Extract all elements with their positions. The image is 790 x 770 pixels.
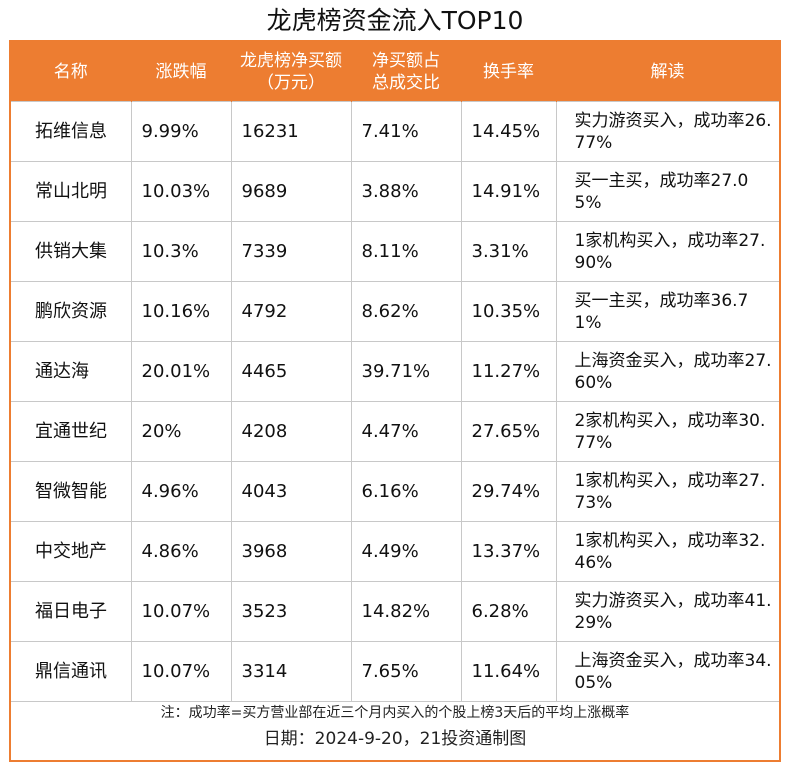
turnover-cell: 14.45% <box>460 101 557 162</box>
net-buy-pct-cell: 14.82% <box>350 581 462 642</box>
table-row: 中交地产 4.86% 3968 4.49% 13.37% 1家机构买入，成功率3… <box>11 521 779 582</box>
turnover-cell: 11.64% <box>460 641 557 702</box>
change-cell: 10.07% <box>130 581 232 642</box>
table-row: 拓维信息 9.99% 16231 7.41% 14.45% 实力游资买入，成功率… <box>11 101 779 162</box>
net-buy-cell: 9689 <box>230 161 352 222</box>
note-cell: 买一主买，成功率36.71% <box>555 281 779 342</box>
net-buy-cell: 4792 <box>230 281 352 342</box>
table-row: 智微智能 4.96% 4043 6.16% 29.74% 1家机构买入，成功率2… <box>11 461 779 522</box>
date-credit: 日期：2024-9-20，21投资通制图 <box>263 729 527 749</box>
header-note: 解读 <box>556 42 780 102</box>
stock-name: 鹏欣资源 <box>11 281 132 342</box>
turnover-cell: 10.35% <box>460 281 557 342</box>
change-cell: 4.86% <box>130 521 232 582</box>
table-row: 常山北明 10.03% 9689 3.88% 14.91% 买一主买，成功率27… <box>11 161 779 222</box>
stock-name: 拓维信息 <box>11 101 132 162</box>
stock-name: 智微智能 <box>11 461 132 522</box>
table-row: 通达海 20.01% 4465 39.71% 11.27% 上海资金买入，成功率… <box>11 341 779 402</box>
footer: 注：成功率=买方营业部在近三个月内买入的个股上榜3天后的平均上涨概率 日期：20… <box>11 704 779 750</box>
change-cell: 10.3% <box>130 221 232 282</box>
net-buy-cell: 4465 <box>230 341 352 402</box>
table-body: 拓维信息 9.99% 16231 7.41% 14.45% 实力游资买入，成功率… <box>11 101 779 702</box>
net-buy-pct-cell: 8.11% <box>350 221 462 282</box>
turnover-cell: 3.31% <box>460 221 557 282</box>
change-cell: 10.16% <box>130 281 232 342</box>
net-buy-cell: 4043 <box>230 461 352 522</box>
change-cell: 10.03% <box>130 161 232 222</box>
net-buy-pct-cell: 7.65% <box>350 641 462 702</box>
stock-name: 常山北明 <box>11 161 132 222</box>
turnover-cell: 6.28% <box>460 581 557 642</box>
header-net-buy-pct: 净买额占总成交比 <box>351 42 462 102</box>
change-cell: 20.01% <box>130 341 232 402</box>
net-buy-cell: 7339 <box>230 221 352 282</box>
net-buy-cell: 3523 <box>230 581 352 642</box>
header-turnover: 换手率 <box>461 42 557 102</box>
stock-name: 宜通世纪 <box>11 401 132 462</box>
stock-name: 鼎信通讯 <box>11 641 132 702</box>
note-cell: 1家机构买入，成功率32.46% <box>555 521 779 582</box>
header-change: 涨跌幅 <box>131 42 232 102</box>
header-net-buy: 龙虎榜净买额（万元） <box>231 42 352 102</box>
stock-name: 福日电子 <box>11 581 132 642</box>
net-buy-pct-cell: 4.49% <box>350 521 462 582</box>
turnover-cell: 29.74% <box>460 461 557 522</box>
turnover-cell: 14.91% <box>460 161 557 222</box>
change-cell: 4.96% <box>130 461 232 522</box>
footnote: 注：成功率=买方营业部在近三个月内买入的个股上榜3天后的平均上涨概率 <box>160 705 630 721</box>
turnover-cell: 27.65% <box>460 401 557 462</box>
change-cell: 10.07% <box>130 641 232 702</box>
net-buy-cell: 4208 <box>230 401 352 462</box>
note-cell: 买一主买，成功率27.05% <box>555 161 779 222</box>
page-title: 龙虎榜资金流入TOP10 <box>266 6 524 35</box>
net-buy-cell: 16231 <box>230 101 352 162</box>
table-row: 福日电子 10.07% 3523 14.82% 6.28% 实力游资买入，成功率… <box>11 581 779 642</box>
stock-name: 中交地产 <box>11 521 132 582</box>
capital-inflow-table: 名称 涨跌幅 龙虎榜净买额（万元） 净买额占总成交比 换手率 解读 拓维信息 9… <box>11 42 780 702</box>
table-row: 鼎信通讯 10.07% 3314 7.65% 11.64% 上海资金买入，成功率… <box>11 641 779 702</box>
net-buy-pct-cell: 6.16% <box>350 461 462 522</box>
net-buy-pct-cell: 4.47% <box>350 401 462 462</box>
net-buy-pct-cell: 3.88% <box>350 161 462 222</box>
turnover-cell: 11.27% <box>460 341 557 402</box>
stock-name: 供销大集 <box>11 221 132 282</box>
table-row: 供销大集 10.3% 7339 8.11% 3.31% 1家机构买入，成功率27… <box>11 221 779 282</box>
note-cell: 1家机构买入，成功率27.73% <box>555 461 779 522</box>
table-row: 鹏欣资源 10.16% 4792 8.62% 10.35% 买一主买，成功率36… <box>11 281 779 342</box>
net-buy-cell: 3314 <box>230 641 352 702</box>
change-cell: 20% <box>130 401 232 462</box>
stock-name: 通达海 <box>11 341 132 402</box>
note-cell: 1家机构买入，成功率27.90% <box>555 221 779 282</box>
note-cell: 上海资金买入，成功率27.60% <box>555 341 779 402</box>
table-frame: 名称 涨跌幅 龙虎榜净买额（万元） 净买额占总成交比 换手率 解读 拓维信息 9… <box>9 40 781 762</box>
note-cell: 实力游资买入，成功率41.29% <box>555 581 779 642</box>
note-cell: 2家机构买入，成功率30.77% <box>555 401 779 462</box>
turnover-cell: 13.37% <box>460 521 557 582</box>
net-buy-pct-cell: 8.62% <box>350 281 462 342</box>
header-row: 名称 涨跌幅 龙虎榜净买额（万元） 净买额占总成交比 换手率 解读 <box>11 42 780 102</box>
net-buy-cell: 3968 <box>230 521 352 582</box>
note-cell: 实力游资买入，成功率26.77% <box>555 101 779 162</box>
net-buy-pct-cell: 39.71% <box>350 341 462 402</box>
header-name: 名称 <box>11 42 132 102</box>
change-cell: 9.99% <box>130 101 232 162</box>
note-cell: 上海资金买入，成功率34.05% <box>555 641 779 702</box>
table-row: 宜通世纪 20% 4208 4.47% 27.65% 2家机构买入，成功率30.… <box>11 401 779 462</box>
net-buy-pct-cell: 7.41% <box>350 101 462 162</box>
